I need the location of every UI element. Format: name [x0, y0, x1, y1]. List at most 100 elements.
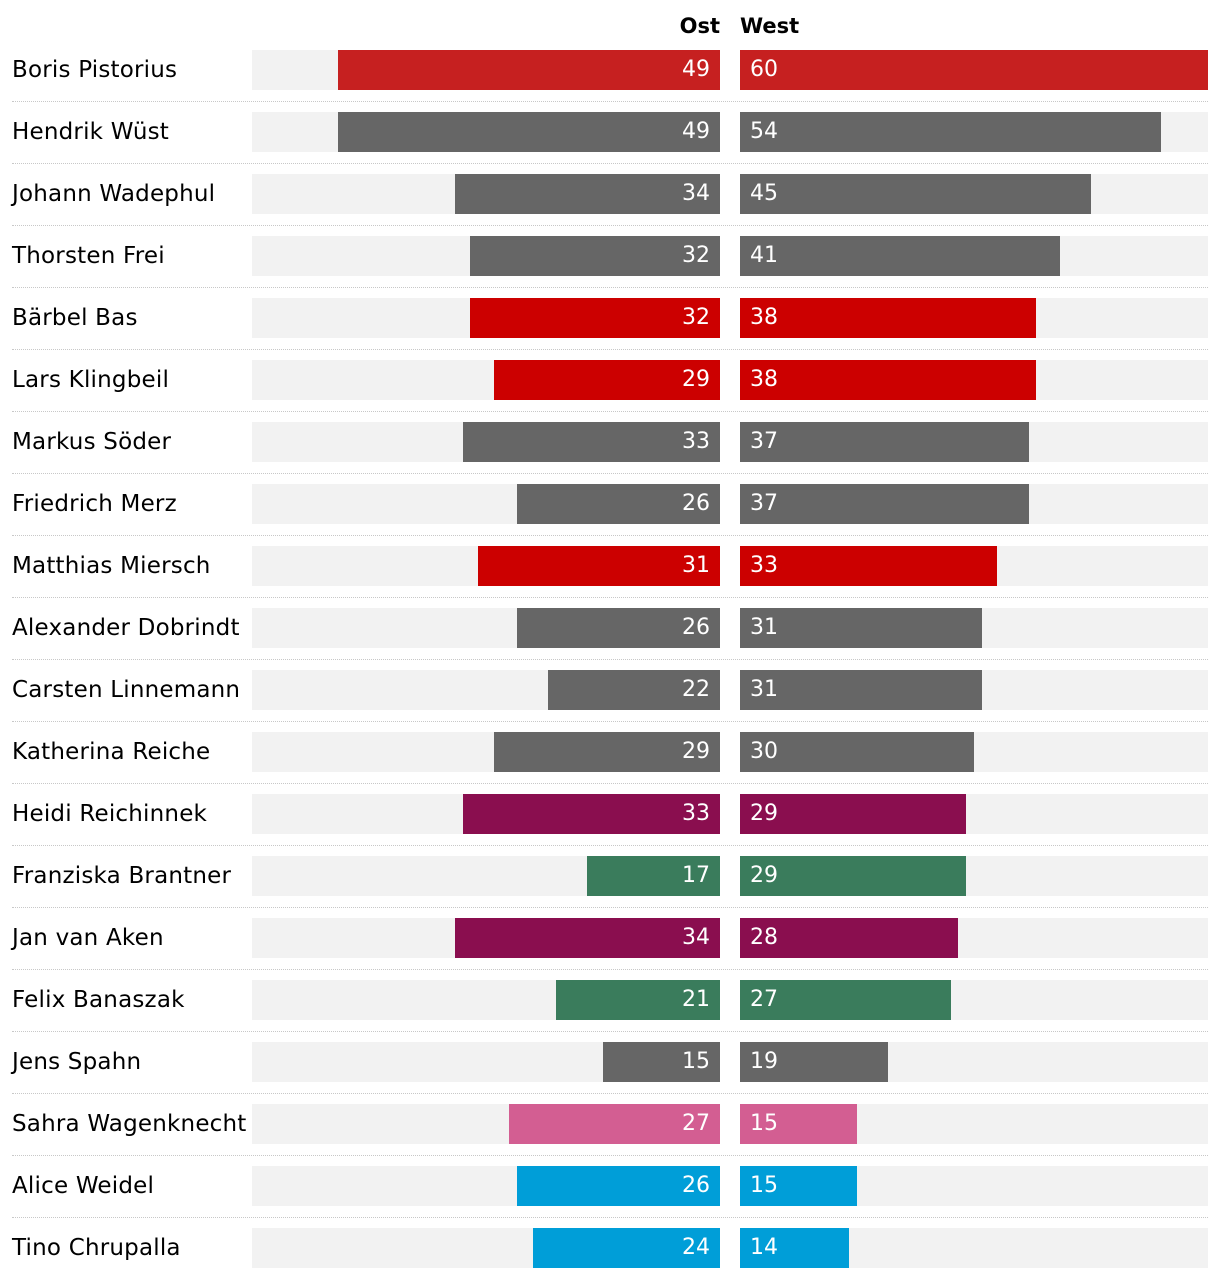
west-bar: 45 — [740, 174, 1091, 214]
west-value-label: 37 — [750, 429, 778, 454]
politician-name: Franziska Brantner — [12, 863, 232, 889]
ost-bar: 22 — [548, 670, 720, 710]
chart-row: Jan van Aken 34 28 — [0, 907, 1220, 969]
west-value-label: 38 — [750, 367, 778, 392]
politician-name: Jens Spahn — [12, 1049, 142, 1075]
politician-name: Alexander Dobrindt — [12, 615, 240, 641]
chart-row: Sahra Wagenknecht 27 15 — [0, 1093, 1220, 1155]
row-divider — [12, 535, 1208, 536]
west-bar: 38 — [740, 360, 1036, 400]
west-bar: 54 — [740, 112, 1161, 152]
ost-bar: 26 — [517, 484, 720, 524]
row-divider — [12, 1155, 1208, 1156]
ost-value-label: 34 — [682, 925, 710, 950]
row-divider — [12, 1031, 1208, 1032]
west-bar: 31 — [740, 670, 982, 710]
west-bar: 29 — [740, 794, 966, 834]
west-track: 41 — [740, 236, 1208, 276]
ost-value-label: 22 — [682, 677, 710, 702]
ost-track: 49 — [252, 50, 720, 90]
west-value-label: 31 — [750, 615, 778, 640]
ost-bar: 24 — [533, 1228, 720, 1268]
west-bar: 29 — [740, 856, 966, 896]
ost-bar: 26 — [517, 1166, 720, 1206]
west-value-label: 37 — [750, 491, 778, 516]
west-track: 29 — [740, 794, 1208, 834]
west-bar: 33 — [740, 546, 997, 586]
politician-name: Heidi Reichinnek — [12, 801, 208, 827]
ost-value-label: 33 — [682, 801, 710, 826]
west-value-label: 14 — [750, 1235, 778, 1260]
politician-name: Thorsten Frei — [12, 243, 165, 269]
west-track: 28 — [740, 918, 1208, 958]
west-track: 38 — [740, 360, 1208, 400]
row-divider — [12, 845, 1208, 846]
west-bar: 37 — [740, 484, 1029, 524]
ost-bar: 21 — [556, 980, 720, 1020]
west-bar: 15 — [740, 1166, 857, 1206]
west-bar: 15 — [740, 1104, 857, 1144]
ost-bar: 34 — [455, 174, 720, 214]
row-divider — [12, 1093, 1208, 1094]
chart-row: Boris Pistorius 49 60 — [0, 39, 1220, 101]
politician-name: Felix Banaszak — [12, 987, 185, 1013]
ost-track: 29 — [252, 732, 720, 772]
west-track: 15 — [740, 1166, 1208, 1206]
ost-value-label: 34 — [682, 181, 710, 206]
west-bar: 28 — [740, 918, 958, 958]
ost-value-label: 32 — [682, 243, 710, 268]
west-value-label: 15 — [750, 1111, 778, 1136]
west-bar: 14 — [740, 1228, 849, 1268]
ost-bar: 32 — [470, 298, 720, 338]
west-track: 54 — [740, 112, 1208, 152]
ost-track: 15 — [252, 1042, 720, 1082]
west-track: 27 — [740, 980, 1208, 1020]
ost-bar: 27 — [509, 1104, 720, 1144]
ost-bar: 49 — [338, 112, 720, 152]
ost-track: 49 — [252, 112, 720, 152]
west-bar: 31 — [740, 608, 982, 648]
ost-value-label: 17 — [682, 863, 710, 888]
chart-row: Alexander Dobrindt 26 31 — [0, 597, 1220, 659]
ost-value-label: 21 — [682, 987, 710, 1012]
chart-row: Johann Wadephul 34 45 — [0, 163, 1220, 225]
politician-name: Katherina Reiche — [12, 739, 211, 765]
ost-track: 22 — [252, 670, 720, 710]
row-divider — [12, 659, 1208, 660]
ost-track: 24 — [252, 1228, 720, 1268]
west-track: 45 — [740, 174, 1208, 214]
west-track: 30 — [740, 732, 1208, 772]
ost-track: 33 — [252, 794, 720, 834]
ost-value-label: 49 — [682, 119, 710, 144]
west-value-label: 27 — [750, 987, 778, 1012]
west-track: 31 — [740, 670, 1208, 710]
chart-row: Katherina Reiche 29 30 — [0, 721, 1220, 783]
west-bar: 30 — [740, 732, 974, 772]
ost-track: 26 — [252, 1166, 720, 1206]
chart-row: Bärbel Bas 32 38 — [0, 287, 1220, 349]
politician-name: Tino Chrupalla — [12, 1235, 181, 1261]
west-value-label: 29 — [750, 863, 778, 888]
chart-row: Hendrik Wüst 49 54 — [0, 101, 1220, 163]
ost-value-label: 24 — [682, 1235, 710, 1260]
header-west: West — [740, 14, 800, 38]
politician-name: Matthias Miersch — [12, 553, 211, 579]
ost-track: 26 — [252, 608, 720, 648]
west-bar: 37 — [740, 422, 1029, 462]
politician-name: Sahra Wagenknecht — [12, 1111, 247, 1137]
west-track: 38 — [740, 298, 1208, 338]
politician-name: Lars Klingbeil — [12, 367, 170, 393]
west-bar: 19 — [740, 1042, 888, 1082]
ost-track: 34 — [252, 918, 720, 958]
ost-track: 31 — [252, 546, 720, 586]
ost-value-label: 32 — [682, 305, 710, 330]
politician-name: Friedrich Merz — [12, 491, 177, 517]
ost-track: 29 — [252, 360, 720, 400]
row-divider — [12, 473, 1208, 474]
politician-name: Jan van Aken — [12, 925, 164, 951]
ost-bar: 34 — [455, 918, 720, 958]
chart-row: Alice Weidel 26 15 — [0, 1155, 1220, 1217]
chart-row: Heidi Reichinnek 33 29 — [0, 783, 1220, 845]
ost-track: 32 — [252, 236, 720, 276]
